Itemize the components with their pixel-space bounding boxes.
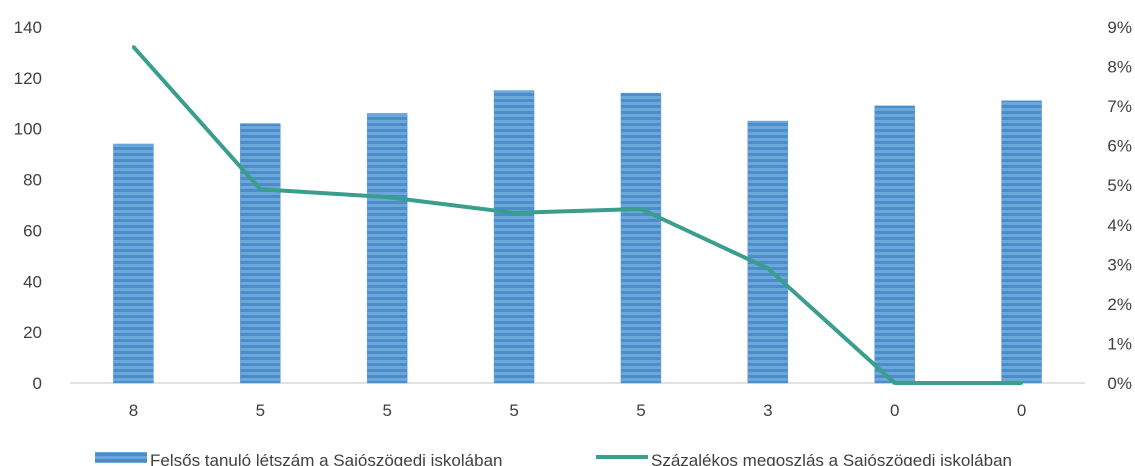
right-tick-label: 5%	[1107, 176, 1132, 195]
left-tick-label: 140	[14, 18, 42, 37]
category-label: 5	[256, 401, 265, 420]
left-tick-label: 0	[33, 374, 42, 393]
legend-label-bars: Felsős tanuló létszám a Sajószögedi isko…	[150, 451, 502, 466]
right-tick-label: 4%	[1107, 216, 1132, 235]
left-tick-label: 40	[23, 272, 42, 291]
legend: Felsős tanuló létszám a Sajószögedi isko…	[95, 451, 1012, 466]
left-tick-label: 120	[14, 69, 42, 88]
left-tick-label: 80	[23, 171, 42, 190]
right-axis: 0% 1% 2% 3% 4% 5% 6% 7% 8% 9%	[1107, 18, 1132, 393]
left-tick-label: 20	[23, 323, 42, 342]
x-axis: 8 5 5 5 5 3 0 0	[129, 401, 1027, 420]
category-label: 5	[382, 401, 391, 420]
right-tick-label: 8%	[1107, 58, 1132, 77]
right-tick-label: 0%	[1107, 374, 1132, 393]
right-tick-label: 6%	[1107, 137, 1132, 156]
bar	[874, 105, 915, 384]
line-point	[131, 45, 135, 49]
legend-label-line: Százalékos megoszlás a Sajószögedi iskol…	[651, 451, 1012, 466]
bar	[366, 113, 408, 384]
legend-swatch-bars	[95, 452, 147, 463]
left-axis: 0 20 40 60 80 100 120 140	[14, 18, 42, 393]
category-label: 0	[1017, 401, 1026, 420]
line-point	[766, 266, 770, 270]
category-label: 5	[636, 401, 645, 420]
bar	[493, 90, 535, 384]
bar	[1001, 100, 1042, 384]
right-tick-label: 9%	[1107, 18, 1132, 37]
line-series	[131, 45, 1024, 385]
line-point	[893, 381, 897, 385]
category-label: 0	[890, 401, 899, 420]
line-point	[1020, 381, 1024, 385]
line-point	[639, 207, 643, 211]
line-point	[512, 211, 516, 215]
right-tick-label: 7%	[1107, 97, 1132, 116]
right-tick-label: 1%	[1107, 334, 1132, 353]
bar	[620, 92, 662, 384]
bar-series	[113, 90, 1042, 384]
bar	[240, 123, 281, 384]
left-tick-label: 100	[14, 120, 42, 139]
series-line	[131, 45, 1022, 385]
category-label: 3	[763, 401, 772, 420]
left-tick-label: 60	[23, 221, 42, 240]
bar	[747, 120, 789, 384]
line-point	[258, 187, 262, 191]
right-tick-label: 2%	[1107, 295, 1132, 314]
line-point	[385, 195, 389, 199]
right-tick-label: 3%	[1107, 255, 1132, 274]
category-label: 5	[509, 401, 518, 420]
bar	[113, 143, 154, 384]
category-label: 8	[129, 401, 138, 420]
